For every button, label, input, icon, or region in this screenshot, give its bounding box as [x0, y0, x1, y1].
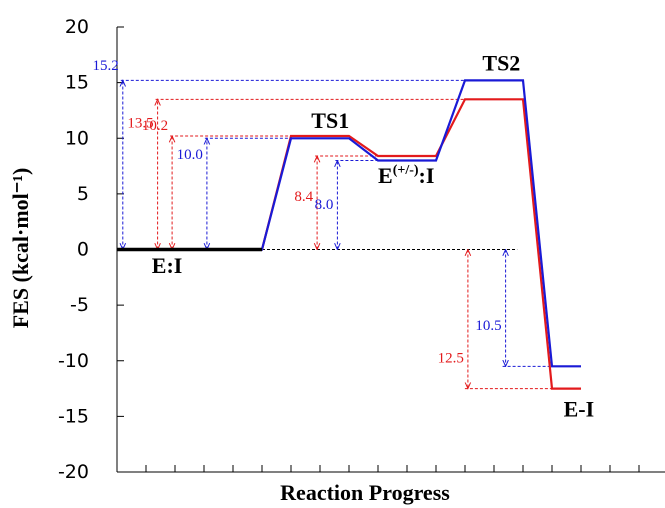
y-tick-label: -15 — [58, 405, 89, 427]
energy-value-label: 12.5 — [438, 350, 464, 366]
series-lines — [117, 79, 581, 390]
state-label: E-I — [564, 396, 595, 421]
energy-value-label: 10.0 — [177, 147, 203, 163]
state-label: E:I — [152, 253, 183, 278]
state-label-tail: :I — [419, 163, 435, 188]
energy-value-label: 15.2 — [93, 58, 119, 74]
x-axis-label: Reaction Progress — [280, 480, 450, 505]
energy-value-label: 10.2 — [142, 118, 168, 134]
y-axis-label: FES (kcal·mol⁻¹) — [8, 168, 33, 329]
state-label: E(+/-):I — [378, 163, 434, 188]
y-tick-label: 10 — [65, 127, 89, 149]
state-labels: E:I TS1 E(+/-):I TS2 E-I — [152, 50, 594, 421]
annotation-guides: 15.2 13.510.2 10.0 8.4 8.0 12.5 10.5 — [93, 58, 552, 389]
y-tick-label: 0 — [77, 239, 89, 261]
energy-value-label: 8.0 — [315, 197, 334, 213]
energy-value-label: 13.5 — [127, 116, 153, 132]
energy-value-label: 10.5 — [475, 318, 501, 334]
y-tick-label: 5 — [77, 183, 89, 205]
state-label: TS1 — [311, 108, 349, 133]
y-tick-label: 15 — [65, 72, 89, 94]
y-tick-label: -10 — [58, 350, 89, 372]
state-label-superscript: (+/-) — [393, 163, 419, 178]
y-tick-label: 20 — [65, 16, 89, 38]
blue-profile-line — [117, 79, 581, 368]
energy-value-label: 8.4 — [294, 189, 313, 205]
state-label: TS2 — [482, 50, 520, 75]
plot-axes: 20 15 10 5 0 -5 -10 -15 -20 — [58, 16, 665, 483]
y-tick-label: -20 — [58, 461, 89, 483]
y-tick-label: -5 — [70, 294, 89, 316]
red-profile-line — [117, 98, 581, 390]
